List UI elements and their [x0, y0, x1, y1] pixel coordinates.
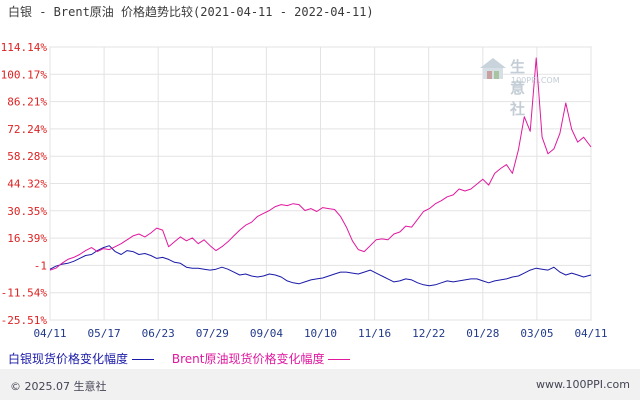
y-tick-label: 72.24%: [7, 123, 47, 136]
x-tick-label: 07/29: [196, 327, 229, 340]
copyright-text: © 2025.07 生意社: [10, 380, 107, 393]
y-axis: 114.14% 100.17% 86.21% 72.24% 58.28% 44.32% 30…: [1, 41, 48, 327]
x-tick-label: 10/10: [304, 327, 337, 340]
x-tick-label: 11/16: [358, 327, 391, 340]
x-tick-label: 01/28: [466, 327, 499, 340]
y-tick-label: 30.35%: [7, 205, 47, 218]
legend-item-silver: 白银现货价格变化幅度: [8, 352, 158, 366]
x-tick-label: 03/05: [520, 327, 553, 340]
y-tick-label: -25.51%: [1, 314, 48, 327]
legend-line-brent: [328, 359, 351, 360]
legend-line-silver: [132, 359, 155, 360]
y-tick-label: 86.21%: [7, 96, 47, 109]
series-line-brent: [49, 57, 592, 271]
y-tick-label: 58.28%: [7, 150, 47, 163]
y-tick-label: 114.14%: [1, 41, 48, 54]
x-tick-label: 04/11: [574, 327, 607, 340]
legend-label-silver: 白银现货价格变化幅度: [8, 352, 129, 366]
y-tick-label: 100.17%: [1, 68, 48, 81]
x-axis: 04/11 05/17 06/23 07/29 09/04 10/10 11/16 12/22…: [33, 327, 607, 340]
legend-item-brent: Brent原油现货价格变化幅度: [172, 352, 351, 366]
legend-label-brent: Brent原油现货价格变化幅度: [171, 352, 325, 366]
footer: © 2025.07 生意社 www.100PPI.com: [0, 369, 640, 400]
y-tick-label: -11.54%: [1, 287, 48, 300]
chart-title: 白银 - Brent原油 价格趋势比较(2021-04-11 - 2022-04…: [8, 5, 374, 19]
x-tick-label: 05/17: [88, 327, 121, 340]
grid: [49, 46, 592, 321]
x-tick-label: 06/23: [142, 327, 175, 340]
legend: 白银现货价格变化幅度 Brent原油现货价格变化幅度: [8, 350, 364, 367]
series-line-silver: [49, 245, 592, 287]
x-tick-label: 04/11: [33, 327, 66, 340]
y-tick-label: -1: [34, 259, 47, 272]
site-link[interactable]: www.100PPI.com: [536, 378, 630, 391]
x-tick-label: 12/22: [412, 327, 445, 340]
y-tick-label: 44.32%: [7, 177, 47, 190]
y-tick-label: 16.39%: [7, 232, 47, 245]
x-tick-label: 09/04: [250, 327, 283, 340]
series-layer: [49, 57, 592, 287]
